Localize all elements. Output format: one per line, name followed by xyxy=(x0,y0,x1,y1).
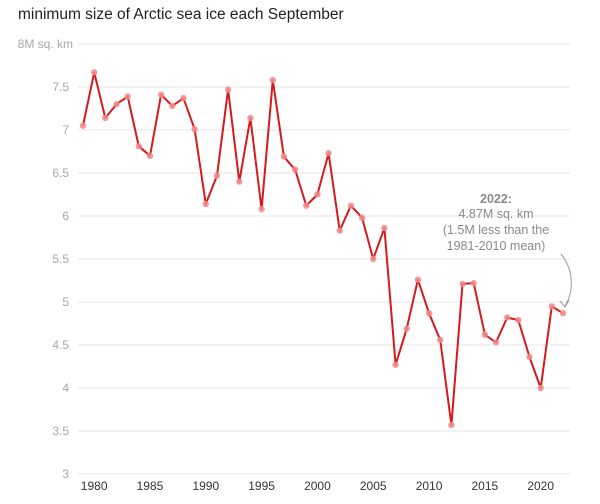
data-point xyxy=(459,280,466,288)
data-point xyxy=(358,214,366,221)
data-point xyxy=(213,172,221,179)
series-line xyxy=(79,69,567,429)
x-tick-label: 2015 xyxy=(472,479,499,493)
annotation-heading: 2022: xyxy=(480,192,512,206)
data-point xyxy=(113,101,120,108)
data-point xyxy=(381,224,388,232)
data-point xyxy=(169,102,176,110)
data-point xyxy=(559,309,567,317)
x-tick-label: 2005 xyxy=(360,479,387,493)
annotation-line-1: 4.87M sq. km xyxy=(458,207,533,221)
data-point xyxy=(180,94,187,102)
data-point xyxy=(79,122,87,129)
y-axis-ticks: 3 3.5 4 4.5 5 5.5 6 6.5 7 7.5 xyxy=(52,80,69,481)
y-tick-label: 4.5 xyxy=(52,338,69,352)
data-point xyxy=(247,114,254,122)
data-point xyxy=(414,276,422,283)
y-tick-label: 6 xyxy=(62,209,69,223)
y-tick-label: 5.5 xyxy=(52,252,69,266)
annotation-arrowhead-icon xyxy=(559,299,570,308)
data-point xyxy=(425,309,433,317)
data-point xyxy=(258,205,265,213)
x-tick-label: 2020 xyxy=(527,479,554,493)
annotation-line-3: 1981-2010 mean) xyxy=(447,239,546,253)
x-tick-label: 1980 xyxy=(81,479,108,493)
data-point xyxy=(515,316,522,324)
data-point xyxy=(135,143,143,150)
x-tick-label: 1985 xyxy=(137,479,164,493)
x-axis-ticks: 1980 1985 1990 1995 2000 2005 2010 2015 2020 xyxy=(81,479,555,493)
x-tick-label: 2010 xyxy=(416,479,443,493)
data-point xyxy=(537,384,544,392)
y-tick-label: 5 xyxy=(62,295,69,309)
data-point xyxy=(157,91,165,98)
data-point xyxy=(437,336,444,344)
data-point xyxy=(392,361,399,368)
data-point xyxy=(503,314,511,321)
data-point xyxy=(90,69,98,76)
data-point xyxy=(269,76,276,84)
x-tick-label: 1995 xyxy=(248,479,275,493)
data-point xyxy=(124,93,131,100)
data-point xyxy=(303,202,310,209)
y-tick-label: 3.5 xyxy=(52,424,69,438)
data-point xyxy=(470,279,477,287)
annotation-line-2: (1.5M less than the xyxy=(443,223,549,237)
data-point xyxy=(224,86,232,93)
data-point xyxy=(202,200,209,208)
y-tick-label: 3 xyxy=(62,467,69,481)
data-point xyxy=(336,227,343,234)
gridlines xyxy=(78,43,570,475)
y-tick-label: 6.5 xyxy=(52,166,69,180)
chart-title: minimum size of Arctic sea ice each Sept… xyxy=(18,6,344,23)
data-point xyxy=(347,202,355,209)
data-point xyxy=(403,325,410,332)
y-tick-label: 7.5 xyxy=(52,80,69,94)
data-point xyxy=(526,353,533,361)
data-point xyxy=(102,114,109,122)
data-point xyxy=(280,153,288,160)
data-point xyxy=(492,339,500,346)
data-point xyxy=(191,125,198,133)
x-tick-label: 2000 xyxy=(304,479,331,493)
data-point xyxy=(448,421,455,429)
data-point xyxy=(325,150,332,157)
annotation-arrow xyxy=(560,253,572,307)
data-point xyxy=(146,152,154,159)
y-axis-unit-label: 8M sq. km xyxy=(18,37,73,51)
data-point xyxy=(314,191,321,198)
x-tick-label: 1990 xyxy=(192,479,219,493)
y-tick-label: 7 xyxy=(62,123,69,137)
data-point xyxy=(548,303,556,310)
data-point xyxy=(236,178,243,185)
y-tick-label: 4 xyxy=(62,381,69,395)
data-point xyxy=(370,255,377,263)
data-point xyxy=(291,166,299,173)
data-point xyxy=(481,331,489,338)
annotation: 2022: 4.87M sq. km (1.5M less than the 1… xyxy=(443,192,572,308)
